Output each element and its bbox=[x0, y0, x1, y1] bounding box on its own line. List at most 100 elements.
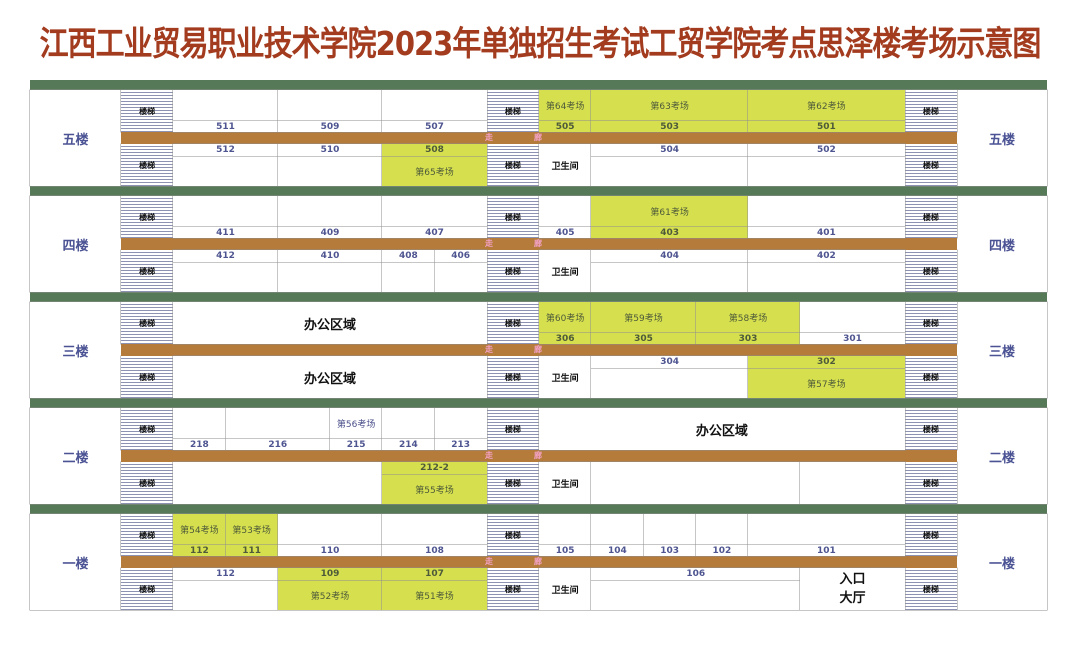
room[interactable]: 第60考场 bbox=[539, 302, 592, 333]
room[interactable]: 第59考场 bbox=[591, 302, 696, 333]
room[interactable] bbox=[382, 514, 487, 545]
room[interactable] bbox=[748, 514, 905, 545]
restroom: 卫生间 bbox=[539, 356, 592, 398]
room[interactable]: 第58考场 bbox=[695, 302, 801, 333]
room[interactable] bbox=[800, 302, 905, 333]
room[interactable]: 第54考场 bbox=[173, 514, 226, 545]
room[interactable] bbox=[591, 514, 644, 545]
stairs: 楼梯 bbox=[486, 90, 539, 132]
room[interactable] bbox=[643, 514, 696, 545]
exam-room-label: 第57考场 bbox=[807, 379, 846, 390]
exam-room-label: 第55考场 bbox=[415, 485, 454, 496]
room[interactable] bbox=[173, 196, 278, 227]
stairs: 楼梯 bbox=[486, 250, 539, 292]
floor-label: 四楼 bbox=[30, 196, 121, 292]
stairs-label: 楼梯 bbox=[139, 530, 156, 540]
stairs-label: 楼梯 bbox=[922, 584, 939, 594]
restroom: 卫生间 bbox=[539, 144, 592, 186]
room-number: 306 bbox=[539, 333, 592, 344]
room-number: 105 bbox=[539, 545, 592, 556]
stairs: 楼梯 bbox=[904, 302, 957, 344]
room[interactable] bbox=[434, 262, 487, 292]
room[interactable]: 第63考场 bbox=[591, 90, 748, 121]
floor-plan: 五楼 五楼 楼梯 楼梯 楼梯 楼梯 楼梯 楼梯走廊 511 509 507 第64考场 505 第63考场… bbox=[30, 80, 1047, 610]
stairs: 楼梯 bbox=[486, 302, 539, 344]
entrance-hall[interactable]: 入口 大厅 bbox=[800, 568, 905, 610]
corridor: 走廊 bbox=[121, 238, 957, 250]
room-number: 212-2 bbox=[382, 462, 487, 474]
stairs: 楼梯 bbox=[904, 90, 957, 132]
room[interactable]: 第56考场 bbox=[330, 408, 383, 439]
room[interactable] bbox=[748, 156, 905, 186]
stairs-label: 楼梯 bbox=[922, 372, 939, 382]
room[interactable] bbox=[591, 262, 748, 292]
stairs: 楼梯 bbox=[121, 568, 174, 610]
room-number: 407 bbox=[382, 227, 487, 238]
exam-room-label: 第52考场 bbox=[310, 591, 350, 602]
room[interactable]: 第65考场 bbox=[382, 156, 487, 186]
room[interactable]: 第55考场 bbox=[382, 474, 487, 504]
room-number: 404 bbox=[591, 250, 748, 262]
room[interactable] bbox=[434, 408, 487, 439]
floor-5: 五楼 五楼 楼梯 楼梯 楼梯 楼梯 楼梯 楼梯走廊 511 509 507 第64考场 505 第63考场… bbox=[30, 90, 1047, 186]
room-number: 108 bbox=[382, 545, 487, 556]
room[interactable] bbox=[277, 514, 383, 545]
room-number: 214 bbox=[382, 439, 435, 450]
room[interactable] bbox=[695, 514, 748, 545]
room[interactable] bbox=[173, 462, 383, 504]
room[interactable] bbox=[539, 196, 592, 227]
room[interactable] bbox=[382, 262, 435, 292]
room[interactable] bbox=[382, 90, 487, 121]
room[interactable] bbox=[591, 462, 801, 504]
room[interactable] bbox=[225, 408, 330, 439]
room[interactable]: 第53考场 bbox=[225, 514, 278, 545]
room[interactable] bbox=[539, 514, 592, 545]
room[interactable] bbox=[591, 580, 801, 610]
stairs-label: 楼梯 bbox=[139, 318, 156, 328]
room[interactable] bbox=[173, 90, 278, 121]
room[interactable]: 第62考场 bbox=[748, 90, 905, 121]
room[interactable]: 第51考场 bbox=[382, 580, 487, 610]
stairs-label: 楼梯 bbox=[922, 424, 939, 434]
office-area: 办公区域 bbox=[539, 408, 905, 450]
room[interactable]: 第52考场 bbox=[277, 580, 383, 610]
room[interactable] bbox=[277, 196, 383, 227]
stairs-label: 楼梯 bbox=[504, 160, 521, 170]
stairs: 楼梯 bbox=[121, 408, 174, 450]
room[interactable] bbox=[277, 90, 383, 121]
corridor-label: 廊 bbox=[534, 451, 542, 460]
room[interactable] bbox=[382, 408, 435, 439]
room[interactable] bbox=[173, 156, 278, 186]
stairs: 楼梯 bbox=[904, 250, 957, 292]
room[interactable] bbox=[173, 262, 278, 292]
stairs-label: 楼梯 bbox=[504, 212, 521, 222]
stairs: 楼梯 bbox=[904, 568, 957, 610]
room[interactable] bbox=[173, 580, 278, 610]
room-number: 410 bbox=[277, 250, 383, 262]
exam-room-label: 第56考场 bbox=[336, 420, 376, 430]
room[interactable] bbox=[173, 408, 226, 439]
room-number: 511 bbox=[173, 121, 278, 132]
room[interactable] bbox=[748, 196, 905, 227]
corridor-label: 走 bbox=[485, 239, 493, 248]
room[interactable] bbox=[748, 262, 905, 292]
room[interactable] bbox=[277, 156, 383, 186]
room-number: 109 bbox=[277, 568, 383, 580]
room[interactable]: 第57考场 bbox=[748, 368, 905, 398]
room[interactable] bbox=[591, 156, 748, 186]
room[interactable]: 第61考场 bbox=[591, 196, 748, 227]
room-number: 507 bbox=[382, 121, 487, 132]
room[interactable] bbox=[277, 262, 383, 292]
corridor-label: 走 bbox=[485, 557, 493, 566]
stairs-label: 楼梯 bbox=[504, 266, 521, 276]
room-number: 302 bbox=[748, 356, 905, 368]
room[interactable] bbox=[800, 462, 905, 504]
stairs: 楼梯 bbox=[904, 408, 957, 450]
room[interactable] bbox=[591, 368, 748, 398]
exam-room-label: 第54考场 bbox=[180, 526, 219, 536]
room-number: 301 bbox=[800, 333, 905, 344]
room[interactable]: 第64考场 bbox=[539, 90, 592, 121]
stairs: 楼梯 bbox=[121, 462, 174, 504]
room[interactable] bbox=[382, 196, 487, 227]
stairs-label: 楼梯 bbox=[504, 530, 521, 540]
